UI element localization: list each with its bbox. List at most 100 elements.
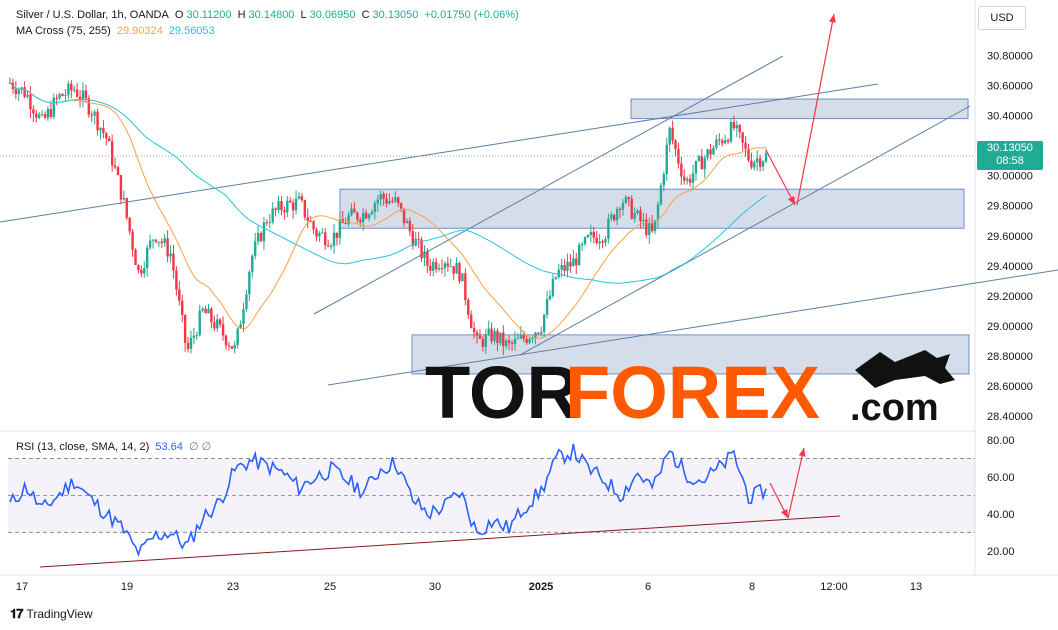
candle-body <box>721 140 724 144</box>
last-price-badge: 30.13050 08:58 <box>977 141 1043 170</box>
candle-body <box>140 269 143 274</box>
candle-body <box>195 335 199 337</box>
candle-body <box>289 200 292 203</box>
open-value: 30.11200 <box>186 9 232 21</box>
torforex-watermark: TOR FOREX .com <box>425 350 955 434</box>
candle-body <box>245 294 248 310</box>
candle-body <box>99 127 102 131</box>
watermark-tor: TOR <box>425 351 580 434</box>
candle-body <box>335 232 339 238</box>
candle-body <box>542 314 546 332</box>
zone-rect <box>630 98 969 120</box>
candle-body <box>577 244 581 266</box>
candle-body <box>23 87 26 97</box>
candle-body <box>110 141 114 166</box>
candle-body <box>90 114 93 116</box>
trend-line <box>313 55 784 315</box>
candle-body <box>656 204 660 221</box>
candle-body <box>17 89 20 94</box>
candle-body <box>297 196 301 199</box>
time-tick-label: 12:00 <box>820 581 848 593</box>
low-value: 30.06950 <box>309 9 356 21</box>
candle-body <box>332 232 336 246</box>
candle-body <box>697 156 701 161</box>
candle-body <box>399 203 403 209</box>
price-tick-label: 29.20000 <box>987 291 1033 303</box>
candle-body <box>627 197 631 199</box>
candle-body <box>376 199 379 204</box>
bull-logo <box>855 350 955 388</box>
candle-body <box>353 208 356 213</box>
candle-body <box>683 176 686 181</box>
candle-body <box>40 114 44 116</box>
candle-body <box>338 219 342 238</box>
candle-body <box>712 147 715 155</box>
candle-body <box>178 289 181 301</box>
candle-body <box>478 335 482 339</box>
candle-body <box>496 331 499 344</box>
rsi-legend: RSI (13, close, SMA, 14, 2) 53.64 ∅ ∅ <box>16 440 214 453</box>
candle-body <box>732 121 736 129</box>
high-label: H <box>237 9 246 21</box>
candle-body <box>356 212 359 220</box>
time-tick-label: 17 <box>16 581 28 593</box>
currency-button[interactable]: USD <box>978 6 1026 30</box>
candle-body <box>735 124 739 129</box>
time-tick-label: 2025 <box>529 581 553 593</box>
ma-legend: MA Cross (75, 255) 29.90324 29.56053 <box>16 25 218 37</box>
price-tick-label: 29.00000 <box>987 321 1033 333</box>
candle-body <box>648 223 651 236</box>
candle-body <box>294 198 298 211</box>
candle-body <box>493 331 496 342</box>
candle-body <box>662 174 666 186</box>
candle-body <box>685 178 689 181</box>
candle-body <box>14 89 18 94</box>
candle-body <box>668 127 671 145</box>
candle-body <box>455 263 458 274</box>
candle-body <box>312 221 315 230</box>
candle-body <box>239 324 242 329</box>
ma-fast-line <box>9 82 767 339</box>
candle-body <box>741 132 744 143</box>
candle-body <box>58 94 61 99</box>
candle-body <box>87 98 91 115</box>
candle-body <box>694 160 698 174</box>
candle-body <box>242 309 245 325</box>
candle-body <box>513 338 517 344</box>
candle-body <box>347 215 350 224</box>
candle-body <box>151 239 155 241</box>
candle-body <box>729 121 733 142</box>
rsi-arrow-up <box>787 447 805 519</box>
candle-body <box>26 94 29 97</box>
ohlc-legend: Silver / U.S. Dollar, 1h, OANDA O 30.1120… <box>16 9 522 21</box>
candle-body <box>391 200 394 202</box>
candle-body <box>764 153 768 162</box>
candle-body <box>604 238 607 243</box>
candle-body <box>370 211 374 215</box>
candle-body <box>525 338 528 343</box>
tradingview-logo[interactable]: 𝟏𝟕 TradingView <box>10 606 93 622</box>
price-tick-label: 30.00000 <box>987 171 1033 183</box>
candle-body <box>601 241 604 243</box>
candle-body <box>318 232 321 237</box>
candle-body <box>671 127 674 141</box>
candle-body <box>595 237 598 244</box>
forecast-arrow-up <box>796 13 835 206</box>
candle-body <box>680 163 683 177</box>
candle-body <box>402 208 406 224</box>
price-tick-label: 30.60000 <box>987 81 1033 93</box>
candle-body <box>554 277 558 279</box>
candle-body <box>624 197 628 203</box>
candle-body <box>37 114 41 118</box>
candle-body <box>545 299 549 315</box>
candle-body <box>283 210 286 213</box>
candle-body <box>502 332 505 347</box>
candle-body <box>108 138 111 142</box>
candle-body <box>218 319 222 325</box>
candle-body <box>262 222 266 242</box>
candle-body <box>373 203 377 212</box>
candle-body <box>700 156 703 170</box>
candle-body <box>575 258 578 266</box>
candle-body <box>589 231 593 236</box>
candle-body <box>688 178 692 183</box>
